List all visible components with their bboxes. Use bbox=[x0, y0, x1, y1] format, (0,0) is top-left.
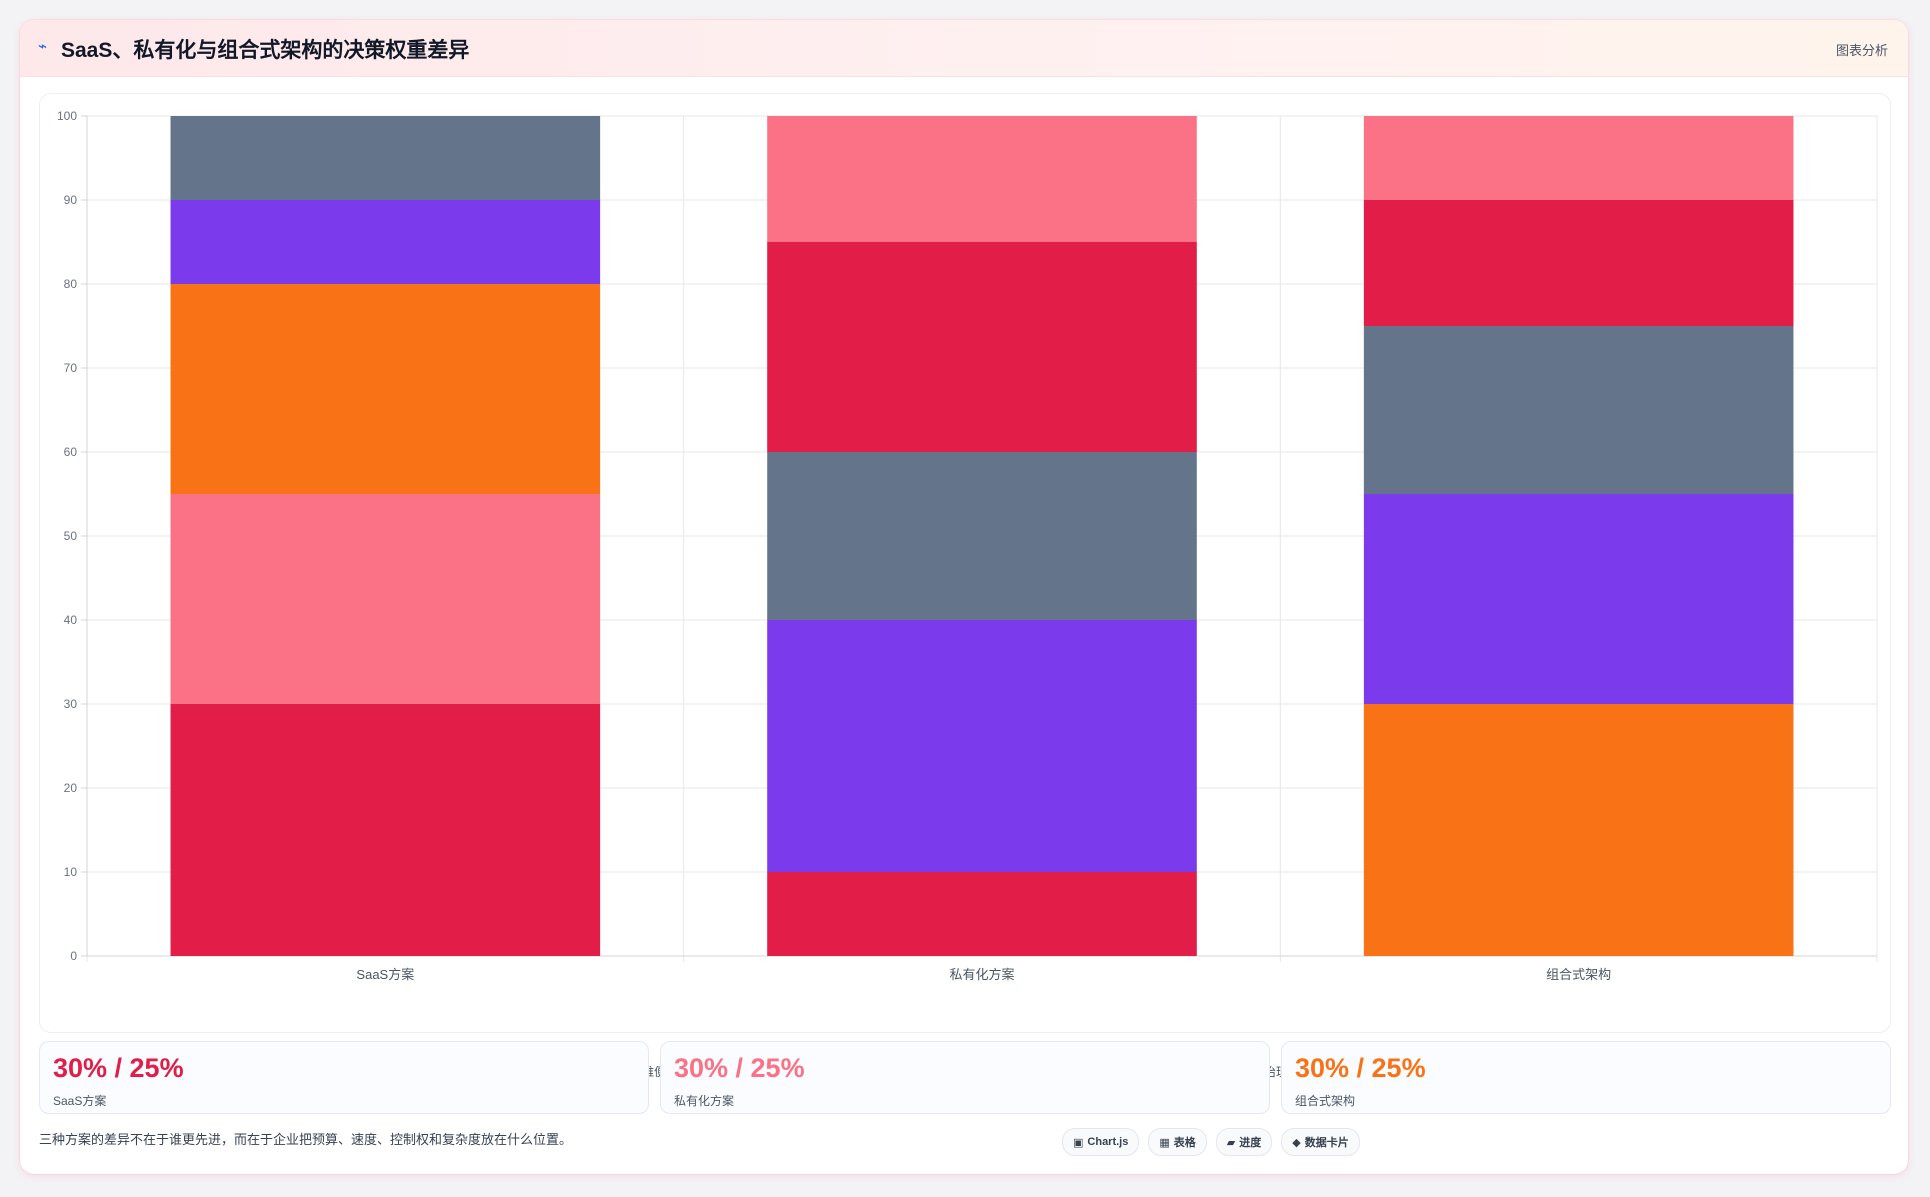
stat-card: 30% / 25% 私有化方案 bbox=[660, 1041, 1270, 1114]
x-tick-label: 组合式架构 bbox=[1546, 967, 1611, 982]
stat-value: 30% / 25% bbox=[1295, 1053, 1426, 1083]
y-tick-label: 100 bbox=[57, 109, 77, 123]
bar-segment bbox=[1363, 116, 1794, 200]
page-title: SaaS、私有化与组合式架构的决策权重差异 bbox=[61, 39, 470, 62]
feature-chips: ▣ Chart.js ▦ 表格 ▰ 进度 ◆ 数据卡片 bbox=[1062, 1128, 1360, 1156]
table-chip[interactable]: ▦ 表格 bbox=[1148, 1128, 1207, 1156]
chip-icon: ▣ bbox=[1073, 1136, 1084, 1149]
chart-analysis-tag: 图表分析 bbox=[1835, 43, 1888, 58]
bar-segment bbox=[170, 284, 601, 494]
chip-label: 数据卡片 bbox=[1304, 1137, 1349, 1149]
bar-segment bbox=[767, 116, 1197, 242]
bar-segment bbox=[1363, 200, 1794, 326]
data-card-chip[interactable]: ◆ 数据卡片 bbox=[1281, 1128, 1360, 1156]
stat-card: 30% / 25% 组合式架构 bbox=[1281, 1041, 1891, 1114]
y-tick-label: 90 bbox=[64, 193, 78, 207]
chip-icon: ◆ bbox=[1292, 1136, 1301, 1149]
bar-segment bbox=[170, 704, 601, 956]
bar-segment bbox=[767, 620, 1197, 872]
y-tick-label: 10 bbox=[64, 865, 78, 879]
card-header: ⌁ SaaS、私有化与组合式架构的决策权重差异 图表分析 bbox=[20, 20, 1908, 77]
bar-segment bbox=[170, 200, 601, 284]
stat-label: 私有化方案 bbox=[674, 1094, 735, 1108]
stat-value: 30% / 25% bbox=[53, 1053, 184, 1083]
chip-icon: ▰ bbox=[1226, 1136, 1236, 1149]
y-tick-label: 70 bbox=[64, 361, 78, 375]
y-tick-label: 60 bbox=[64, 445, 78, 459]
y-tick-label: 50 bbox=[64, 529, 78, 543]
stat-value: 30% / 25% bbox=[674, 1053, 805, 1083]
stacked-bar-chart: 0 10 20 30 40 50 60 70 80 90 100 SaaS方案 私有化方案 组合式架构 bbox=[57, 109, 1878, 982]
chip-icon: ▦ bbox=[1159, 1136, 1170, 1149]
bar-segment bbox=[170, 494, 601, 704]
y-tick-label: 40 bbox=[64, 613, 78, 627]
chip-label: 进度 bbox=[1239, 1137, 1262, 1149]
footer-note: 三种方案的差异不在于谁更先进，而在于企业把预算、速度、控制权和复杂度放在什么位置… bbox=[39, 1132, 573, 1147]
x-tick-label: 私有化方案 bbox=[949, 967, 1014, 982]
bar-segment bbox=[767, 872, 1197, 956]
bar-segment bbox=[767, 242, 1197, 452]
y-tick-label: 0 bbox=[70, 949, 77, 963]
stat-cards: 30% / 25% SaaS方案 30% / 25% 私有化方案 30% / 25% 组合… bbox=[39, 1041, 1891, 1114]
chart-card: ⌁ SaaS、私有化与组合式架构的决策权重差异 图表分析 0 10 20 30 40 50… bbox=[20, 20, 1908, 1174]
stat-label: 组合式架构 bbox=[1295, 1094, 1356, 1108]
progress-chip[interactable]: ▰ 进度 bbox=[1215, 1128, 1273, 1156]
y-tick-label: 30 bbox=[64, 697, 78, 711]
bar-segment bbox=[1363, 704, 1794, 956]
bar-segment bbox=[170, 116, 601, 200]
chip-label: 表格 bbox=[1173, 1137, 1196, 1149]
bar-segment bbox=[1363, 494, 1794, 704]
bolt-icon: ⌁ bbox=[38, 38, 48, 55]
y-tick-label: 20 bbox=[64, 781, 78, 795]
chip-label: Chart.js bbox=[1087, 1136, 1129, 1148]
chartjs-chip[interactable]: ▣ Chart.js bbox=[1062, 1128, 1140, 1156]
x-tick-label: SaaS方案 bbox=[356, 967, 414, 982]
y-tick-label: 80 bbox=[64, 277, 78, 291]
bar-segment bbox=[1363, 326, 1794, 494]
bar-segment bbox=[767, 452, 1197, 620]
stat-card: 30% / 25% SaaS方案 bbox=[39, 1041, 649, 1114]
stat-label: SaaS方案 bbox=[53, 1094, 107, 1108]
